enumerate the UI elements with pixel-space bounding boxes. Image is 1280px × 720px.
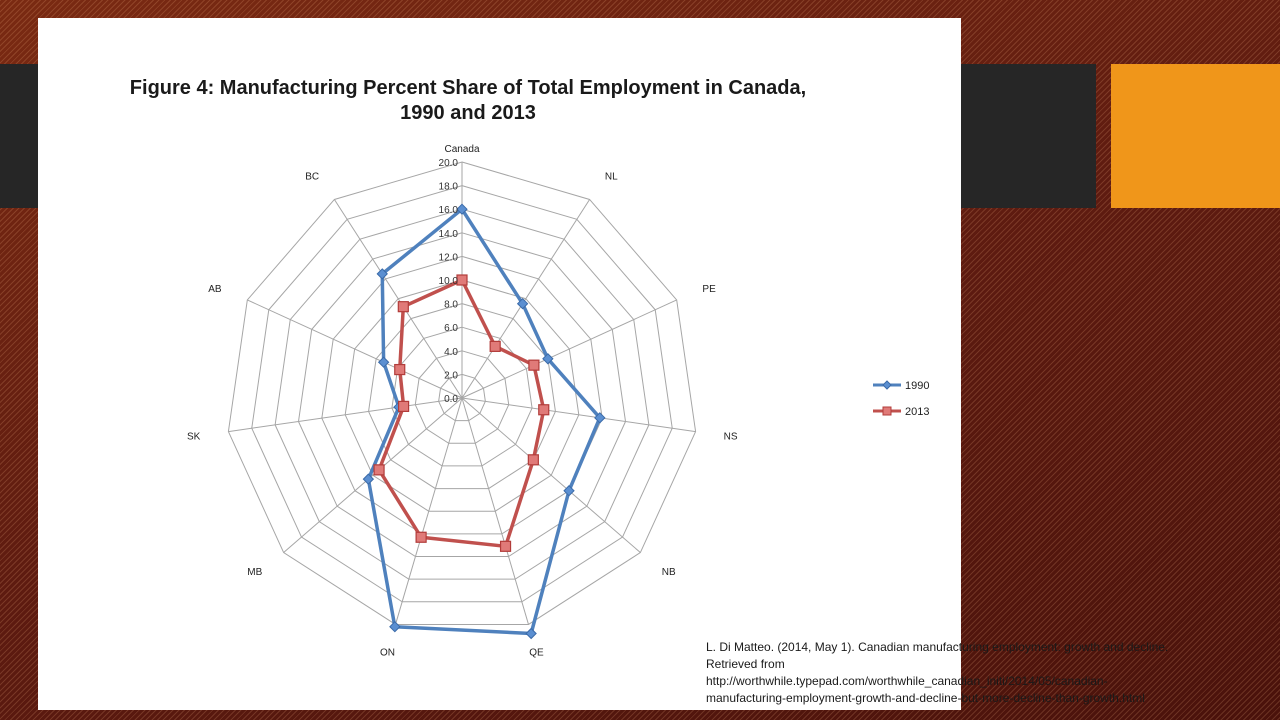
tick-label: 6.0 [444,323,458,334]
data-point-1990 [362,473,375,485]
grid-ring [227,161,697,625]
tick-label: 14.0 [439,229,459,240]
grid-spoke [395,397,463,625]
grid-spoke [461,397,641,553]
legend-marker [882,406,892,416]
grid-spoke [461,397,529,625]
data-point-1990 [456,203,468,215]
tick-label: 0.0 [444,394,458,405]
category-label: QE [529,648,544,659]
data-point-2013 [398,400,410,412]
citation-line-2: Retrieved from [706,657,785,671]
tick-label: 12.0 [439,252,459,263]
grid-spoke [461,299,677,399]
grid-ring [344,279,580,512]
tick-label: 10.0 [439,276,459,287]
grid-spoke [461,397,696,433]
data-point-2013 [456,274,468,286]
data-point-1990 [516,297,529,310]
radar-grid [227,161,697,625]
citation-line-1: L. Di Matteo. (2014, May 1). Canadian ma… [706,640,1169,654]
data-point-2013 [527,454,539,466]
tick-label: 2.0 [444,370,458,381]
category-label: ON [380,648,395,659]
tick-label: 8.0 [444,300,458,311]
chart-legend: 1990 2013 [873,380,929,418]
data-point-2013 [397,301,409,313]
data-point-1990 [377,356,390,368]
grid-spoke [333,199,463,399]
grid-spoke [283,397,463,553]
radar-series [362,203,606,640]
citation: L. Di Matteo. (2014, May 1). Canadian ma… [706,639,1246,707]
grid-ring [438,373,486,422]
data-point-1990 [525,627,537,640]
data-point-2013 [394,363,406,376]
chart-title: Figure 4: Manufacturing Percent Share of… [38,76,898,126]
tick-label: 18.0 [439,182,459,193]
data-point-2013 [415,531,427,543]
data-point-1990 [389,620,401,633]
citation-line-4: manufacturing-employment-growth-and-decl… [706,691,1145,705]
chart-panel [38,18,961,710]
series-line-1990 [366,207,602,636]
category-label: NB [662,567,676,578]
data-point-1990 [594,412,606,424]
data-point-1990 [376,268,388,280]
category-label: Canada [444,144,479,155]
grid-ring [251,185,673,603]
accent-box [1111,64,1280,208]
data-point-2013 [373,464,385,476]
category-label: AB [208,284,222,295]
series-line-2013 [377,278,546,549]
tick-label: 4.0 [444,347,458,358]
category-label: NS [724,432,738,443]
grid-spoke [461,199,591,399]
grid-ring [414,350,510,444]
category-label: BC [305,172,319,183]
legend-label: 2013 [905,406,929,418]
chart-title-line-1: Figure 4: Manufacturing Percent Share of… [129,77,807,99]
data-point-2013 [528,359,540,371]
tick-label: 16.0 [439,205,459,216]
grid-spoke [228,397,463,433]
grid-ring [274,208,650,580]
legend-marker [882,380,892,390]
data-point-2013 [499,540,512,552]
grid-ring [321,255,603,535]
grid-ring [391,326,533,467]
grid-spoke [247,299,463,399]
category-label: NL [605,172,618,183]
category-label: SK [187,432,201,443]
data-point-1990 [542,353,554,365]
category-label: MB [247,567,262,578]
grid-ring [297,232,627,558]
chart-title-line-2: 1990 and 2013 [400,102,536,124]
data-point-2013 [489,340,501,352]
legend-label: 1990 [905,380,929,392]
data-point-2013 [538,404,550,416]
tick-label: 20.0 [439,158,459,169]
category-label: PE [702,284,716,295]
data-point-1990 [563,485,575,497]
radar-labels: 0.0 2.0 4.0 6.0 8.0 10.0 12.0 14.0 16.0 18.0 20.0 C… [187,144,738,659]
citation-line-3: http://worthwhile.typepad.com/worthwhile… [706,674,1108,688]
